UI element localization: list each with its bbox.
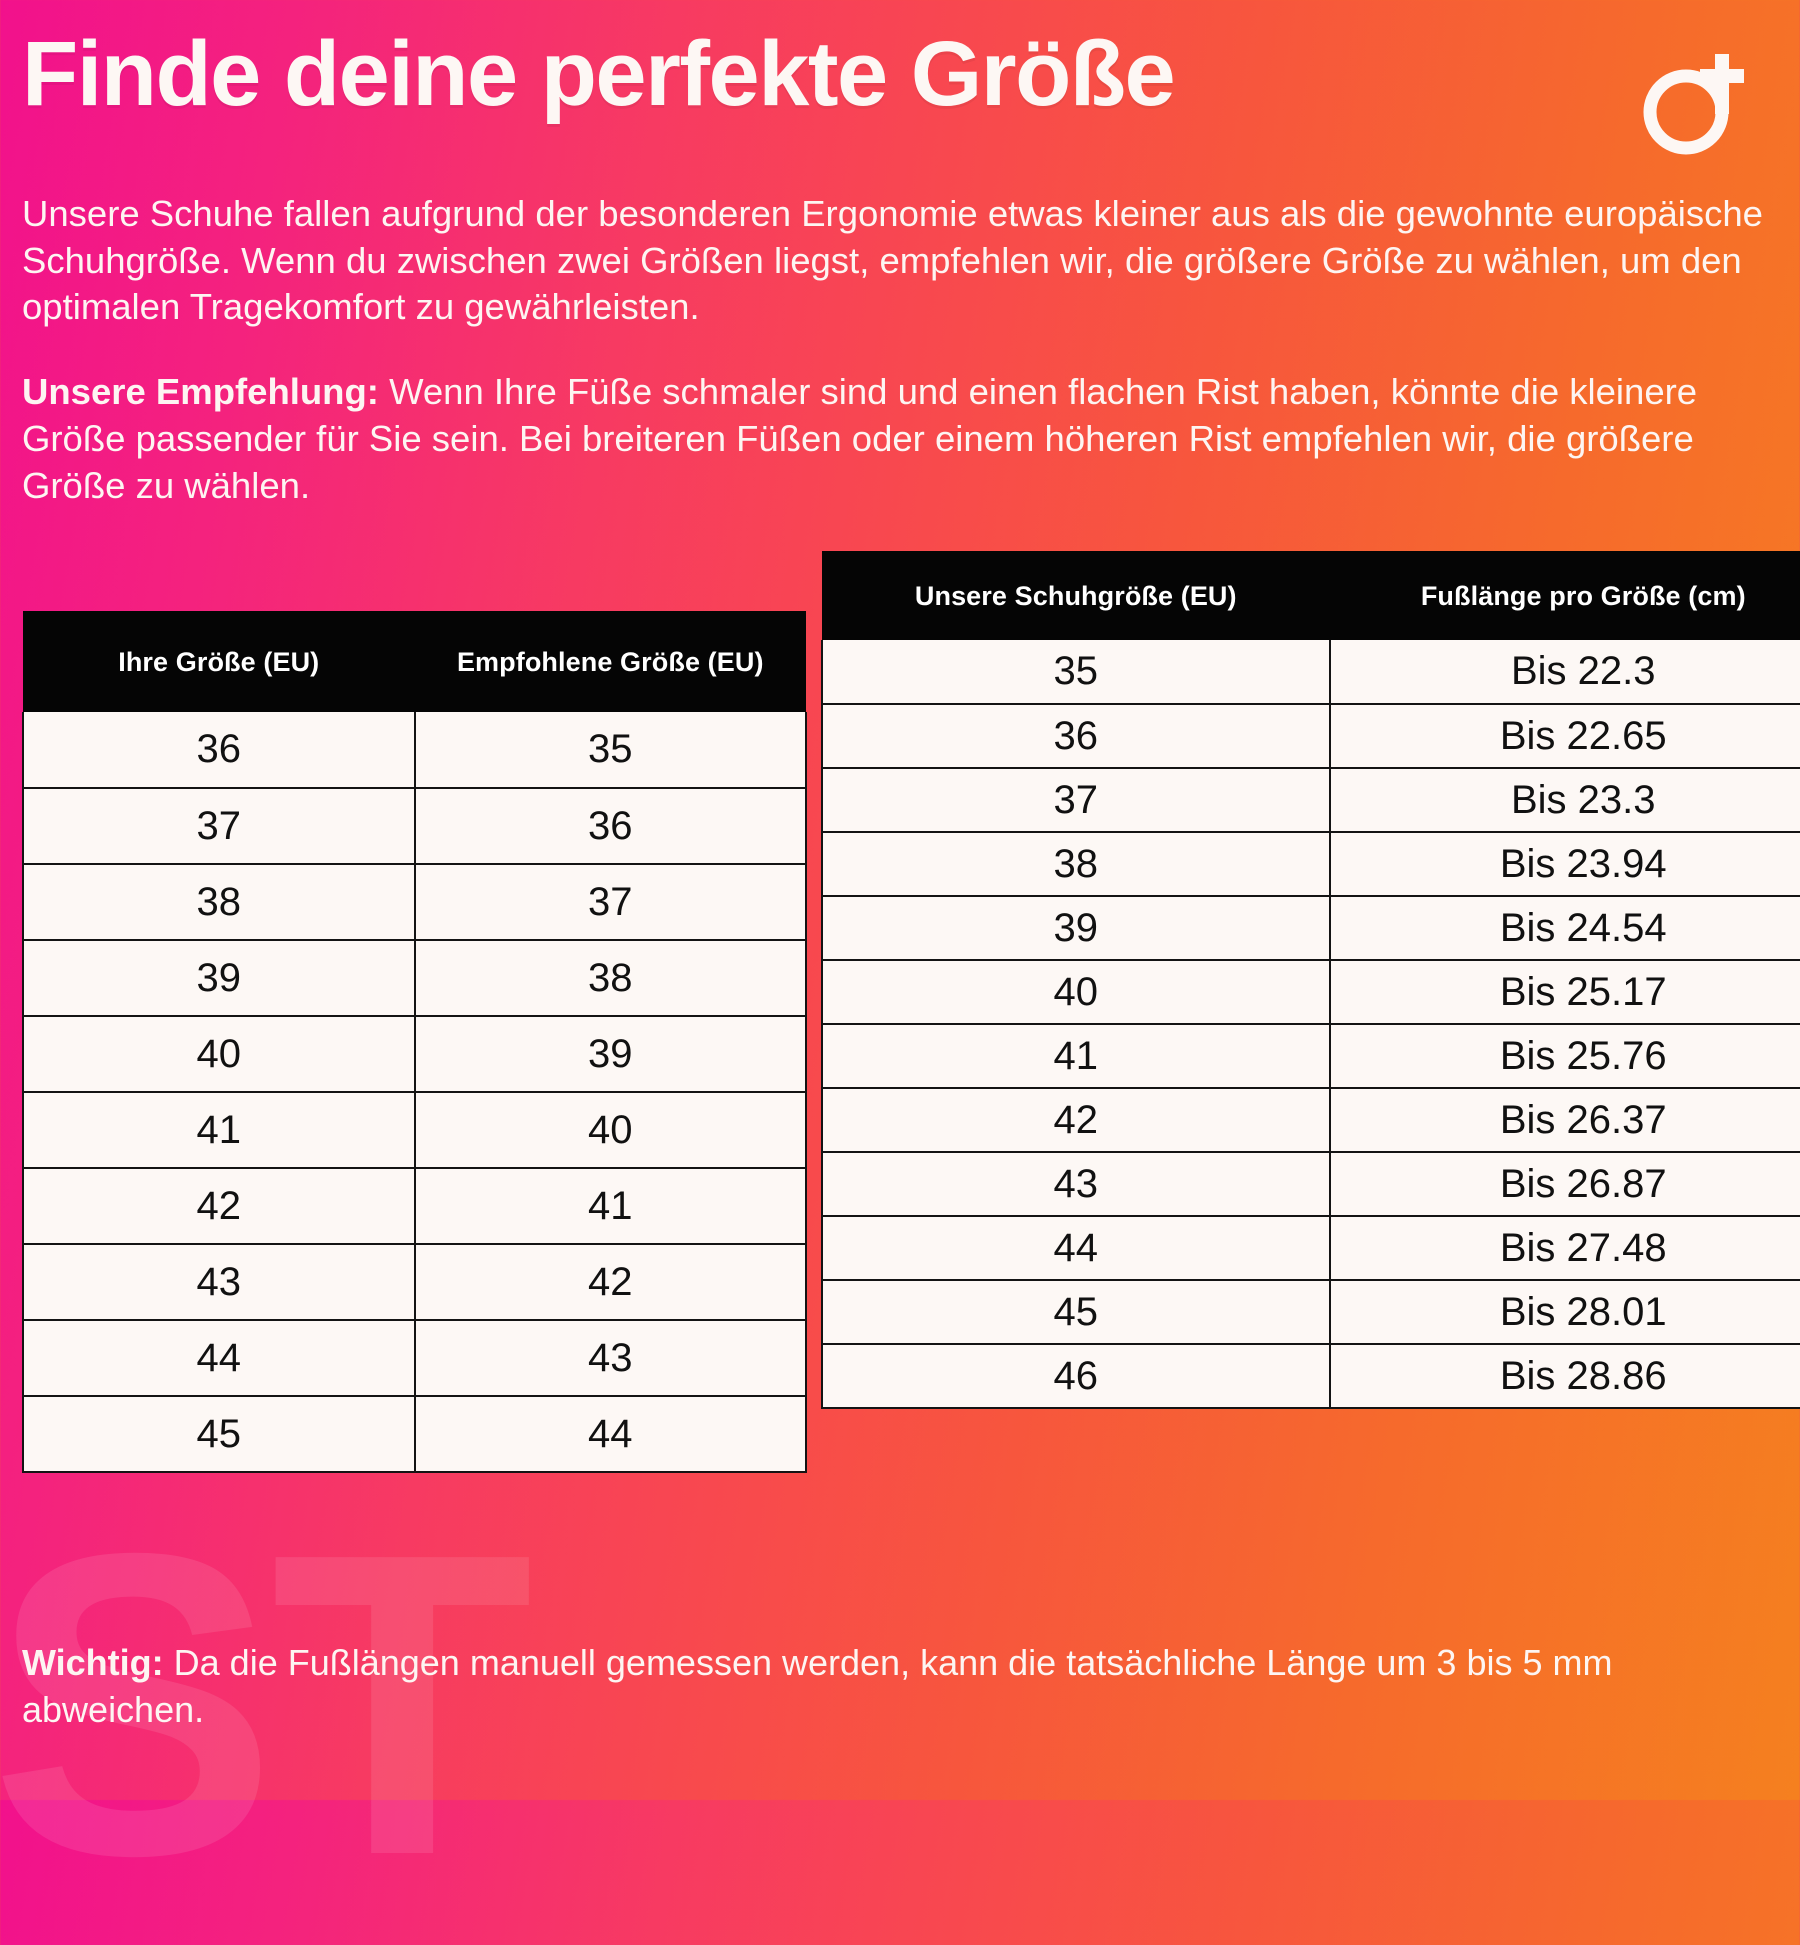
intro-paragraph-1: Unsere Schuhe fallen aufgrund der besond… [22,191,1778,331]
table-cell: Bis 27.48 [1330,1216,1800,1280]
table-cell: 41 [23,1092,415,1168]
table-cell: 39 [822,896,1330,960]
footer-note: Wichtig: Da die Fußlängen manuell gemess… [22,1640,1778,1734]
table-cell: 41 [415,1168,807,1244]
intro-paragraph-2: Unsere Empfehlung: Wenn Ihre Füße schmal… [22,369,1778,509]
recommendation-label: Unsere Empfehlung: [22,371,379,412]
table-cell: 45 [822,1280,1330,1344]
page-content: Finde deine perfekte Größe Unsere Schuhe… [0,0,1800,1473]
table-cell: Bis 28.01 [1330,1280,1800,1344]
table-cell: 41 [822,1024,1330,1088]
conversion-table: Ihre Größe (EU) Empfohlene Größe (EU) 36… [22,611,807,1473]
table-cell: 38 [415,940,807,1016]
footlength-table-head: Unsere Schuhgröße (EU) Fußlänge pro Größ… [822,551,1800,640]
table-cell: 35 [822,640,1330,704]
column-header-recommended-size: Empfohlene Größe (EU) [415,611,807,712]
footer-text: Da die Fußlängen manuell gemessen werden… [22,1642,1612,1730]
conversion-table-wrapper: Ihre Größe (EU) Empfohlene Größe (EU) 36… [22,611,807,1473]
table-cell: 40 [415,1092,807,1168]
table-header-row: Ihre Größe (EU) Empfohlene Größe (EU) [23,611,806,712]
table-cell: 40 [23,1016,415,1092]
table-cell: 43 [415,1320,807,1396]
table-cell: Bis 22.3 [1330,640,1800,704]
footlength-table: Unsere Schuhgröße (EU) Fußlänge pro Größ… [821,551,1800,1409]
table-cell: 36 [415,788,807,864]
table-cell: 43 [23,1244,415,1320]
table-cell: 37 [822,768,1330,832]
table-cell: 39 [23,940,415,1016]
table-cell: 44 [23,1320,415,1396]
table-cell: Bis 25.76 [1330,1024,1800,1088]
table-cell: 40 [822,960,1330,1024]
size-tables: Ihre Größe (EU) Empfohlene Größe (EU) 36… [22,551,1778,1473]
table-cell: Bis 24.54 [1330,896,1800,960]
table-cell: Bis 25.17 [1330,960,1800,1024]
table-cell: 45 [23,1396,415,1472]
table-cell: 37 [415,864,807,940]
table-cell: 42 [415,1244,807,1320]
table-cell: Bis 22.65 [1330,704,1800,768]
page-title: Finde deine perfekte Größe [22,28,1174,122]
table-cell: 37 [23,788,415,864]
table-cell: 36 [23,712,415,788]
footlength-table-wrapper: Unsere Schuhgröße (EU) Fußlänge pro Größ… [821,551,1800,1409]
table-cell: Bis 23.94 [1330,832,1800,896]
table-cell: 39 [415,1016,807,1092]
table-cell: 38 [822,832,1330,896]
column-header-our-shoe-size: Unsere Schuhgröße (EU) [822,551,1330,640]
table-cell: 35 [415,712,807,788]
table-cell: Bis 26.37 [1330,1088,1800,1152]
table-header-row: Unsere Schuhgröße (EU) Fußlänge pro Größ… [822,551,1800,640]
footer-label: Wichtig: [22,1642,164,1683]
table-cell: 42 [822,1088,1330,1152]
table-cell: 46 [822,1344,1330,1408]
table-cell: Bis 26.87 [1330,1152,1800,1216]
table-cell: Bis 23.3 [1330,768,1800,832]
table-cell: 42 [23,1168,415,1244]
table-cell: 36 [822,704,1330,768]
column-header-your-size: Ihre Größe (EU) [23,611,415,712]
table-cell: 44 [415,1396,807,1472]
column-header-foot-length: Fußlänge pro Größe (cm) [1330,551,1800,640]
table-cell: Bis 28.86 [1330,1344,1800,1408]
table-cell: 38 [23,864,415,940]
table-cell: 43 [822,1152,1330,1216]
header: Finde deine perfekte Größe [22,28,1778,167]
table-cell: 44 [822,1216,1330,1280]
conversion-table-head: Ihre Größe (EU) Empfohlene Größe (EU) [23,611,806,712]
circle-plus-icon [1636,42,1756,167]
